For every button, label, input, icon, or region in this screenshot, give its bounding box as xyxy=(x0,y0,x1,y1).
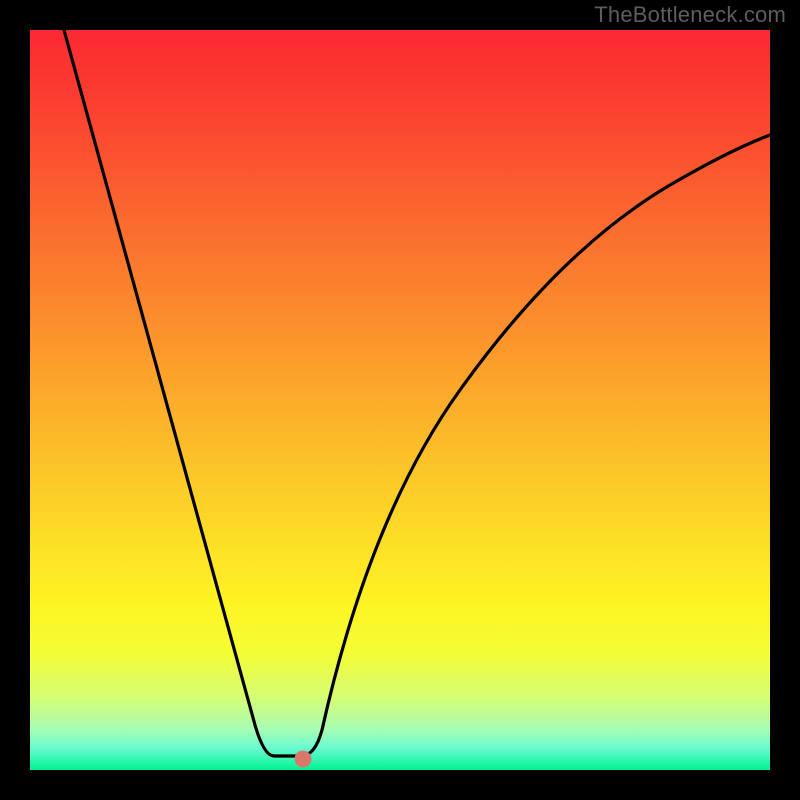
plot-area xyxy=(30,30,770,770)
watermark-text: TheBottleneck.com xyxy=(594,2,786,28)
gradient-plot-svg xyxy=(30,30,770,770)
optimal-point-marker xyxy=(295,751,312,768)
chart-frame: TheBottleneck.com xyxy=(0,0,800,800)
gradient-background xyxy=(30,30,770,770)
